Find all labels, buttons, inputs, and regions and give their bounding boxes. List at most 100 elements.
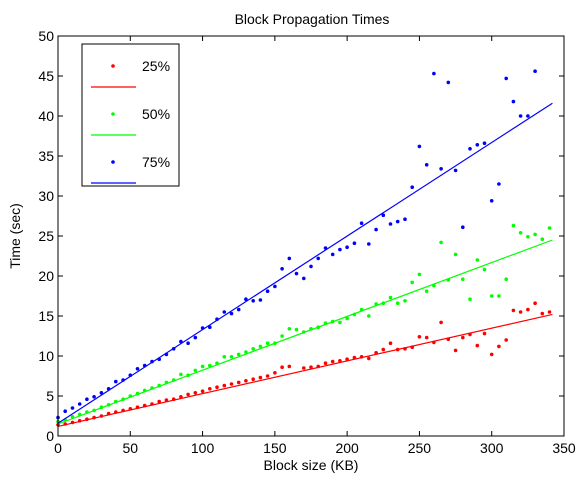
data-point-2-64	[518, 114, 523, 118]
y-tick-label-6: 30	[38, 188, 54, 204]
data-point-0-21	[208, 387, 212, 391]
x-tick-label-1: 50	[122, 440, 138, 456]
chart-title: Block Propagation Times	[235, 11, 390, 27]
data-point-2-57	[468, 147, 472, 151]
y-tick-label-7: 35	[38, 148, 54, 164]
series-2	[56, 69, 553, 424]
data-point-0-64	[526, 307, 530, 312]
y-tick-label-1: 5	[46, 388, 54, 404]
data-point-1-56	[461, 277, 465, 282]
data-point-0-30	[273, 371, 277, 375]
data-point-0-32	[287, 364, 292, 369]
data-point-2-34	[302, 276, 306, 281]
data-point-1-60	[489, 294, 494, 298]
data-point-2-46	[388, 222, 393, 226]
data-point-2-55	[453, 168, 458, 173]
data-point-2-49	[410, 185, 415, 189]
data-point-1-40	[345, 316, 349, 321]
data-point-2-27	[251, 299, 255, 303]
data-point-2-59	[482, 141, 487, 145]
data-point-2-26	[244, 297, 248, 302]
data-point-2-54	[446, 80, 451, 85]
data-point-0-26	[244, 379, 248, 383]
data-point-0-54	[453, 348, 458, 353]
data-point-2-6	[99, 391, 104, 395]
data-point-0-31	[280, 365, 284, 370]
data-point-0-44	[381, 347, 386, 352]
data-point-0-22	[215, 385, 219, 390]
data-point-2-8	[114, 379, 118, 384]
x-tick-label-4: 200	[335, 440, 359, 456]
data-point-1-65	[526, 235, 530, 239]
x-tick-label-2: 100	[191, 440, 215, 456]
data-point-2-66	[533, 69, 537, 73]
data-point-2-2	[70, 406, 75, 410]
data-point-2-18	[186, 341, 190, 346]
fit-line-2	[57, 102, 553, 424]
data-point-0-61	[504, 338, 509, 342]
data-point-1-50	[417, 272, 422, 277]
data-point-2-23	[222, 310, 227, 314]
data-point-1-23	[222, 355, 227, 359]
data-point-1-28	[258, 344, 263, 349]
data-point-1-67	[540, 237, 545, 241]
y-tick-label-3: 15	[38, 308, 54, 324]
data-point-1-59	[482, 267, 487, 272]
data-point-1-47	[395, 301, 400, 306]
x-tick-label-3: 150	[263, 440, 287, 456]
data-point-1-46	[388, 295, 393, 300]
data-point-1-63	[511, 223, 516, 228]
data-point-1-64	[518, 231, 523, 235]
data-point-2-33	[294, 271, 299, 276]
data-point-1-51	[424, 289, 429, 294]
data-point-2-5	[92, 395, 96, 399]
x-axis-label: Block size (KB)	[264, 457, 359, 473]
legend: 25% 50% 75%	[81, 43, 180, 187]
data-point-2-21	[208, 325, 212, 330]
data-point-2-44	[374, 227, 378, 232]
data-point-1-62	[504, 277, 509, 282]
data-point-2-62	[504, 76, 509, 81]
legend-entry-0: 25%	[91, 58, 170, 88]
data-point-1-49	[410, 280, 415, 285]
y-tick-label-5: 25	[38, 228, 54, 244]
data-point-0-67	[547, 310, 552, 314]
data-point-1-33	[294, 327, 299, 332]
data-point-2-61	[497, 182, 501, 186]
legend-box	[81, 43, 180, 187]
data-point-2-4	[85, 397, 89, 402]
data-point-2-43	[367, 242, 371, 246]
x-tick-label-7: 350	[552, 440, 576, 456]
data-point-1-27	[251, 347, 255, 351]
data-point-0-28	[258, 375, 263, 380]
data-point-0-33	[302, 366, 306, 370]
data-point-2-38	[330, 252, 335, 257]
data-point-1-17	[179, 372, 183, 377]
data-point-2-50	[417, 144, 422, 149]
legend-marker-1	[111, 112, 115, 116]
data-point-1-68	[547, 226, 552, 230]
legend-entry-2: 75%	[91, 154, 170, 184]
data-point-1-26	[244, 350, 248, 354]
data-point-0-18	[186, 392, 190, 397]
data-point-0-38	[338, 359, 342, 363]
plot-area	[56, 69, 553, 427]
data-point-0-50	[424, 335, 429, 340]
legend-marker-0	[111, 64, 115, 68]
data-point-2-28	[258, 298, 263, 302]
data-point-2-39	[338, 247, 342, 252]
y-tick-label-2: 10	[38, 348, 54, 364]
data-point-1-66	[533, 232, 537, 237]
data-point-0-23	[222, 383, 227, 388]
data-point-0-20	[200, 389, 205, 394]
data-point-1-32	[287, 327, 292, 331]
data-point-0-19	[193, 391, 198, 395]
data-point-0-17	[179, 395, 183, 399]
data-point-1-39	[338, 320, 342, 325]
data-point-1-48	[403, 299, 407, 303]
y-tick-label-8: 40	[38, 108, 54, 124]
y-tick-label-4: 20	[38, 268, 54, 284]
data-point-1-43	[367, 314, 371, 318]
data-point-2-41	[352, 241, 357, 245]
